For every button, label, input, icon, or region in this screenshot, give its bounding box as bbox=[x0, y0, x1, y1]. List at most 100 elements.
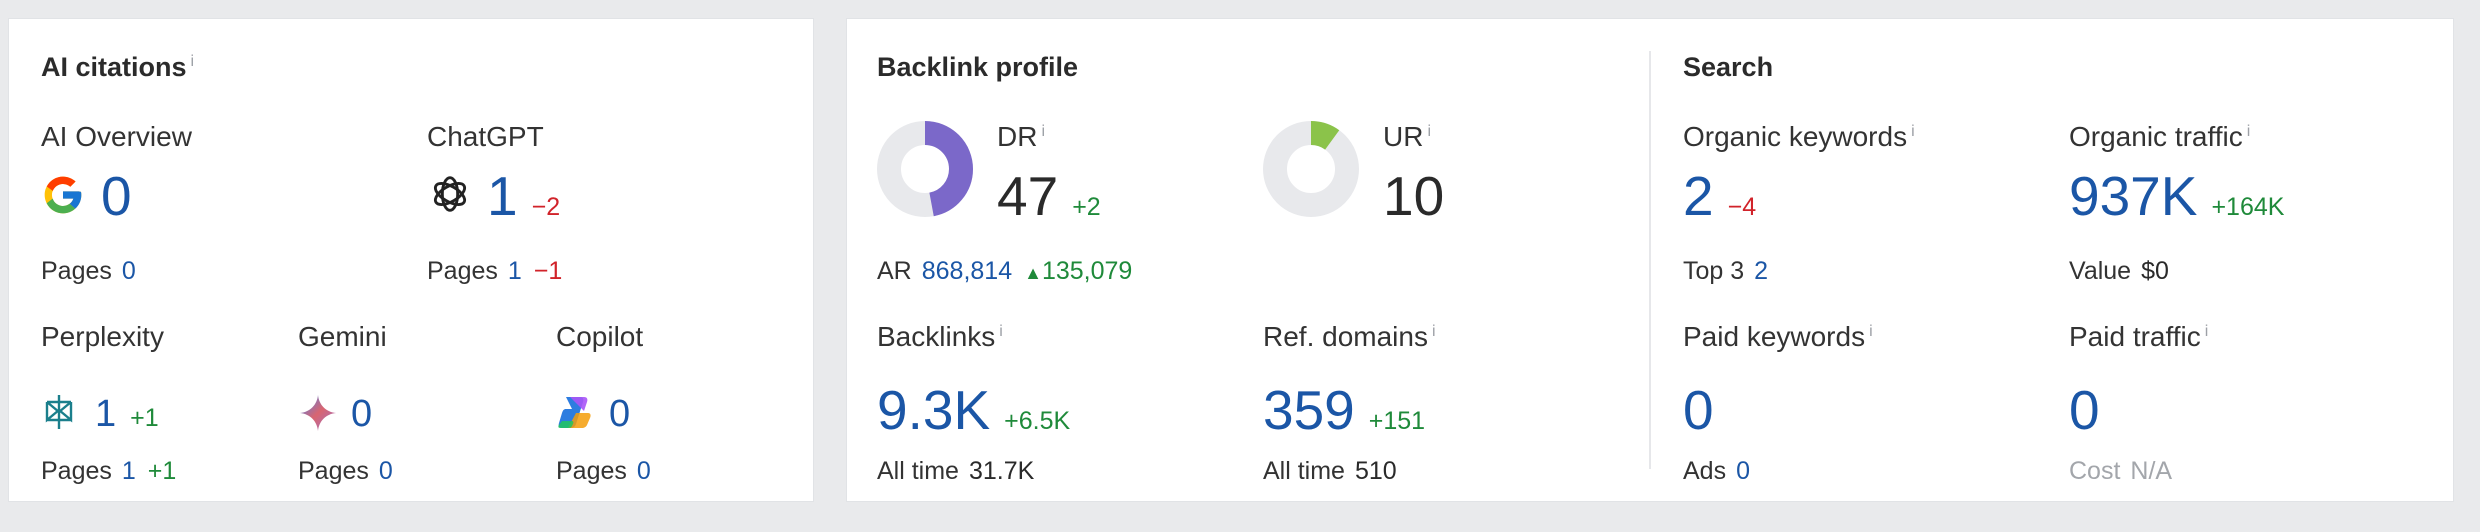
info-icon[interactable]: i bbox=[1431, 322, 1436, 340]
backlinks-number[interactable]: 9.3K bbox=[877, 379, 991, 441]
ads-value[interactable]: 0 bbox=[1736, 457, 1750, 485]
ref-domains-value[interactable]: 359 +151 bbox=[1263, 383, 1425, 438]
copilot-value[interactable]: 0 bbox=[609, 393, 631, 435]
ref-domains-all-time: All time 510 bbox=[1263, 457, 1397, 486]
info-icon[interactable]: i bbox=[1427, 122, 1432, 140]
ar-row: AR 868,814 ▲135,079 bbox=[877, 257, 1132, 286]
ar-delta-value: 135,079 bbox=[1041, 257, 1133, 285]
info-icon[interactable]: i bbox=[2246, 122, 2251, 140]
pages-delta: +1 bbox=[147, 457, 177, 485]
backlinks-value[interactable]: 9.3K +6.5K bbox=[877, 383, 1070, 438]
chatgpt-pages: Pages 1 −1 bbox=[427, 257, 562, 286]
info-icon[interactable]: i bbox=[1911, 122, 1915, 140]
paid-traffic-label: Paid traffic i bbox=[2069, 321, 2208, 353]
organic-traffic-label-text: Organic traffic bbox=[2069, 121, 2243, 152]
pages-value[interactable]: 1 bbox=[121, 457, 136, 485]
ai-citations-card: AI citations i AI Overview 0 Pages 0 ChatG… bbox=[8, 18, 814, 502]
cost-row: Cost N/A bbox=[2069, 457, 2172, 486]
top3-label: Top 3 bbox=[1683, 257, 1745, 285]
backlinks-all-time: All time 31.7K bbox=[877, 457, 1034, 486]
ur-label: UR i bbox=[1383, 121, 1431, 153]
ref-domains-delta: +151 bbox=[1368, 407, 1426, 435]
paid-keywords-value[interactable]: 0 bbox=[1683, 379, 1714, 441]
pages-label: Pages bbox=[556, 457, 627, 485]
chatgpt-icon bbox=[427, 171, 473, 217]
google-icon bbox=[41, 173, 85, 217]
paid-traffic-label-text: Paid traffic bbox=[2069, 321, 2201, 352]
ai-overview-label: AI Overview bbox=[41, 121, 192, 152]
gemini-pages: Pages 0 bbox=[298, 457, 393, 486]
ref-domains-label: Ref. domains i bbox=[1263, 321, 1436, 353]
section-divider bbox=[1649, 51, 1651, 469]
pages-value[interactable]: 0 bbox=[121, 257, 136, 285]
ai-overview-pages: Pages 0 bbox=[41, 257, 136, 286]
copilot-icon bbox=[556, 393, 594, 431]
top3-value[interactable]: 2 bbox=[1754, 257, 1769, 285]
backlinks-label: Backlinks i bbox=[877, 321, 1003, 353]
organic-traffic-delta: +164K bbox=[2211, 193, 2285, 221]
gemini-label: Gemini bbox=[298, 321, 387, 352]
search-title: Search bbox=[1683, 52, 1774, 82]
ai-citations-title: AI citations i bbox=[41, 52, 194, 83]
perplexity-pages: Pages 1 +1 bbox=[41, 457, 176, 486]
chatgpt-value[interactable]: 1 −2 bbox=[487, 169, 560, 224]
ref-domains-label-text: Ref. domains bbox=[1263, 321, 1428, 352]
dr-label: DR i bbox=[997, 121, 1045, 153]
ur-label-text: UR bbox=[1383, 121, 1424, 152]
pages-delta: −1 bbox=[533, 257, 563, 285]
pages-value[interactable]: 0 bbox=[378, 457, 393, 485]
triangle-up-icon: ▲ bbox=[1024, 263, 1042, 283]
organic-keywords-number[interactable]: 2 bbox=[1683, 165, 1714, 227]
info-icon[interactable]: i bbox=[1869, 322, 1873, 340]
chatgpt-count[interactable]: 1 bbox=[487, 165, 518, 227]
organic-traffic-value[interactable]: 937K +164K bbox=[2069, 169, 2284, 224]
copilot-label: Copilot bbox=[556, 321, 644, 352]
cost-value: N/A bbox=[2130, 457, 2173, 485]
organic-traffic-number[interactable]: 937K bbox=[2069, 165, 2198, 227]
value-amount: $0 bbox=[2141, 257, 2169, 285]
dr-number[interactable]: 47 bbox=[997, 165, 1059, 227]
pages-label: Pages bbox=[41, 457, 112, 485]
ar-value[interactable]: 868,814 bbox=[921, 257, 1013, 285]
backlinks-label-text: Backlinks bbox=[877, 321, 996, 352]
perplexity-count[interactable]: 1 bbox=[95, 393, 117, 435]
info-icon[interactable]: i bbox=[2204, 322, 2209, 340]
gemini-value[interactable]: 0 bbox=[351, 393, 373, 435]
pages-label: Pages bbox=[427, 257, 498, 285]
paid-traffic-value[interactable]: 0 bbox=[2069, 379, 2100, 441]
perplexity-delta: +1 bbox=[130, 404, 159, 432]
organic-keywords-label-text: Organic keywords bbox=[1683, 121, 1908, 152]
paid-keywords-label: Paid keywords i bbox=[1683, 321, 1873, 353]
ar-label: AR bbox=[877, 257, 912, 285]
ar-delta: ▲135,079 bbox=[1024, 257, 1132, 285]
perplexity-value[interactable]: 1 +1 bbox=[95, 395, 159, 433]
ai-overview-value[interactable]: 0 bbox=[101, 165, 132, 227]
info-icon[interactable]: i bbox=[190, 53, 195, 70]
ur-value[interactable]: 10 bbox=[1383, 165, 1445, 227]
pages-value[interactable]: 1 bbox=[507, 257, 522, 285]
dr-delta: +2 bbox=[1072, 193, 1101, 221]
pages-value[interactable]: 0 bbox=[636, 457, 651, 485]
organic-keywords-label: Organic keywords i bbox=[1683, 121, 1915, 153]
chatgpt-label: ChatGPT bbox=[427, 121, 544, 152]
backlinks-delta: +6.5K bbox=[1004, 407, 1071, 435]
cost-label: Cost bbox=[2069, 457, 2121, 485]
all-time-value: 31.7K bbox=[968, 457, 1035, 485]
info-icon[interactable]: i bbox=[1041, 122, 1046, 140]
organic-keywords-value[interactable]: 2 −4 bbox=[1683, 169, 1756, 224]
top3-row: Top 3 2 bbox=[1683, 257, 1768, 286]
paid-keywords-label-text: Paid keywords bbox=[1683, 321, 1866, 352]
organic-traffic-label: Organic traffic i bbox=[2069, 121, 2250, 153]
info-icon[interactable]: i bbox=[999, 322, 1003, 340]
pages-label: Pages bbox=[41, 257, 112, 285]
all-time-value: 510 bbox=[1354, 457, 1397, 485]
traffic-value-row: Value $0 bbox=[2069, 257, 2169, 286]
gemini-icon bbox=[298, 393, 338, 433]
organic-keywords-delta: −4 bbox=[1727, 193, 1757, 221]
ref-domains-number[interactable]: 359 bbox=[1263, 379, 1355, 441]
ai-citations-title-text: AI citations bbox=[41, 52, 187, 82]
dr-label-text: DR bbox=[997, 121, 1038, 152]
dr-gauge bbox=[877, 121, 973, 217]
dr-value[interactable]: 47 +2 bbox=[997, 169, 1101, 224]
all-time-label: All time bbox=[877, 457, 959, 485]
